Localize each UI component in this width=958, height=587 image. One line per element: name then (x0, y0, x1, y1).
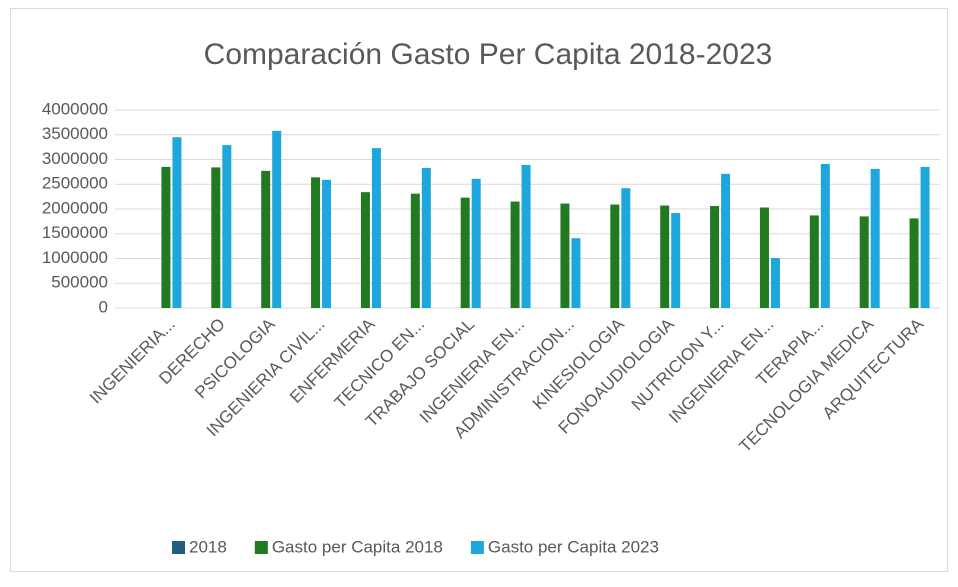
y-tick-label: 2000000 (42, 198, 108, 217)
bar (222, 145, 232, 308)
bar (360, 192, 370, 308)
bar (571, 238, 581, 308)
bar (759, 207, 769, 308)
chart-title: Comparación Gasto Per Capita 2018-2023 (204, 38, 773, 71)
y-tick-label: 3500000 (42, 124, 108, 143)
bar (421, 167, 431, 308)
bar (371, 148, 381, 308)
legend-marker (470, 541, 484, 554)
bar (161, 166, 171, 308)
legend-marker (254, 541, 268, 554)
bar (410, 193, 420, 308)
bar (710, 206, 720, 308)
legend-marker (172, 541, 185, 554)
y-tick-label: 4000000 (42, 99, 108, 118)
bar (510, 201, 520, 308)
y-tick-label: 1500000 (42, 223, 108, 242)
bar (610, 204, 620, 308)
bar (272, 130, 282, 308)
bar (770, 258, 780, 308)
y-tick-label: 3000000 (42, 149, 108, 168)
bar (660, 205, 670, 308)
bar (311, 177, 321, 308)
bar (671, 212, 681, 308)
bar (809, 215, 819, 308)
bar (471, 178, 481, 308)
bar (870, 168, 880, 308)
bar (172, 137, 182, 308)
bar (261, 170, 271, 308)
bar (621, 188, 631, 308)
bar (920, 166, 930, 308)
legend-label: 2018 (189, 537, 227, 556)
bar (460, 197, 470, 308)
bar (560, 203, 570, 308)
bar (859, 216, 869, 308)
legend-label: Gasto per Capita 2023 (488, 537, 659, 556)
bar (820, 163, 830, 308)
bar (521, 164, 531, 308)
y-tick-label: 0 (99, 297, 108, 316)
bar (721, 173, 731, 308)
y-tick-label: 500000 (51, 273, 108, 292)
bar (322, 179, 332, 308)
bar (211, 167, 221, 308)
legend-label: Gasto per Capita 2018 (272, 537, 443, 556)
y-tick-label: 1000000 (42, 248, 108, 267)
bar (909, 218, 919, 308)
y-tick-label: 2500000 (42, 174, 108, 193)
